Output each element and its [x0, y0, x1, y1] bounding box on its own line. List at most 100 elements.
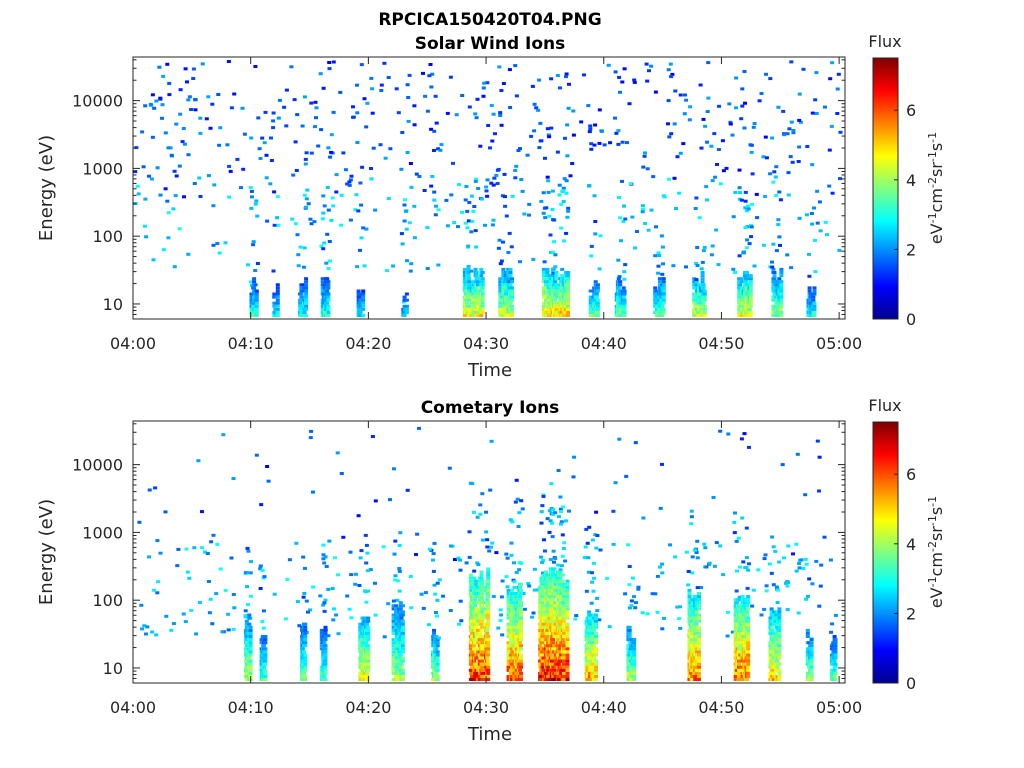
- heatmap-cell: [519, 647, 523, 651]
- heatmap-cell: [400, 678, 405, 681]
- heatmap-cell: [479, 622, 484, 626]
- heatmap-cell: [554, 271, 559, 274]
- heatmap-cell: [248, 659, 253, 663]
- heatmap-cell: [690, 678, 695, 681]
- heatmap-cell: [779, 274, 784, 278]
- heatmap-cell: [690, 604, 695, 608]
- heatmap-cell: [434, 647, 439, 651]
- heatmap-cell: [476, 289, 480, 293]
- heatmap-cell: [302, 566, 307, 570]
- heatmap-cell: [429, 127, 434, 131]
- heatmap-cell: [690, 675, 695, 678]
- heatmap-cell: [466, 264, 471, 268]
- heatmap-cell: [232, 92, 237, 96]
- heatmap-cell: [467, 530, 472, 534]
- heatmap-cell: [262, 644, 266, 648]
- heatmap-cell: [275, 195, 280, 199]
- heatmap-cell: [514, 635, 519, 638]
- heatmap-cell: [553, 631, 558, 635]
- heatmap-cell: [262, 665, 266, 669]
- heatmap-cell: [174, 122, 179, 126]
- heatmap-cell: [178, 88, 183, 92]
- heatmap-cell: [705, 198, 710, 202]
- heatmap-cell: [772, 271, 777, 274]
- heatmap-cell: [511, 578, 516, 582]
- heatmap-cell: [717, 104, 721, 108]
- heatmap-cell: [492, 176, 497, 180]
- heatmap-cell: [435, 641, 440, 645]
- heatmap-cell: [546, 631, 551, 635]
- heatmap-cell: [526, 582, 531, 585]
- heatmap-cell: [341, 535, 346, 539]
- heatmap-cell: [690, 555, 695, 559]
- heatmap-cell: [595, 286, 600, 290]
- heatmap-cell: [358, 625, 363, 629]
- heatmap-cell: [136, 192, 141, 196]
- heatmap-cell: [735, 641, 740, 645]
- heatmap-cell: [339, 193, 344, 197]
- heatmap-cell: [588, 635, 592, 638]
- heatmap-cell: [613, 481, 618, 485]
- heatmap-cell: [249, 560, 253, 564]
- heatmap-cell: [356, 289, 361, 293]
- colorbar-gradient: [872, 57, 899, 320]
- heatmap-cell: [260, 568, 265, 572]
- heatmap-cell: [541, 622, 546, 626]
- heatmap-cell: [151, 258, 156, 262]
- heatmap-cell: [472, 616, 477, 620]
- heatmap-cell: [261, 671, 266, 675]
- heatmap-cell: [812, 311, 817, 314]
- heatmap-cell: [519, 625, 523, 629]
- heatmap-cell: [471, 298, 476, 302]
- heatmap-cell: [268, 182, 273, 186]
- heatmap-cell: [304, 304, 309, 308]
- heatmap-cell: [244, 625, 249, 629]
- heatmap-cell: [751, 125, 756, 129]
- heatmap-cell: [661, 301, 666, 305]
- y-tick-label: 10: [103, 295, 123, 314]
- heatmap-cell: [304, 599, 309, 603]
- heatmap-cell: [835, 112, 840, 115]
- heatmap-cell: [320, 277, 325, 281]
- heatmap-cell: [397, 589, 402, 593]
- heatmap-cell: [432, 149, 436, 152]
- heatmap-cell: [472, 619, 477, 623]
- heatmap-cell: [697, 635, 701, 638]
- heatmap-cell: [554, 283, 559, 287]
- heatmap-cell: [226, 628, 231, 632]
- heatmap-cell: [404, 304, 409, 308]
- heatmap-cell: [738, 304, 743, 308]
- heatmap-cell: [547, 616, 552, 620]
- heatmap-cell: [559, 522, 563, 526]
- heatmap-cell: [738, 613, 743, 617]
- heatmap-cell: [701, 286, 706, 290]
- heatmap-cell: [545, 517, 550, 521]
- heatmap-cell: [275, 311, 280, 314]
- heatmap-cell: [583, 545, 588, 549]
- heatmap-cell: [500, 633, 505, 637]
- heatmap-cell: [770, 136, 775, 140]
- heatmap-cell: [565, 616, 570, 620]
- exp-minus-one: -1: [926, 212, 939, 223]
- heatmap-cell: [552, 625, 557, 629]
- heatmap-cell: [594, 653, 598, 657]
- heatmap-cell: [786, 581, 791, 584]
- heatmap-cell: [248, 641, 253, 645]
- heatmap-cell: [510, 659, 515, 663]
- heatmap-cell: [588, 314, 593, 317]
- heatmap-cell: [305, 188, 310, 192]
- heatmap-cell: [584, 589, 589, 593]
- heatmap-cell: [796, 160, 801, 163]
- heatmap-cell: [531, 611, 536, 615]
- heatmap-cell: [591, 653, 596, 657]
- heatmap-cell: [285, 577, 290, 581]
- heatmap-cell: [395, 625, 400, 629]
- heatmap-cell: [474, 286, 479, 290]
- heatmap-cell: [718, 429, 723, 433]
- heatmap-cell: [565, 647, 570, 651]
- heatmap-cell: [735, 569, 739, 573]
- heatmap-cell: [364, 125, 369, 129]
- heatmap-cell: [473, 112, 478, 116]
- heatmap-cell: [480, 277, 485, 281]
- heatmap-cell: [555, 150, 560, 154]
